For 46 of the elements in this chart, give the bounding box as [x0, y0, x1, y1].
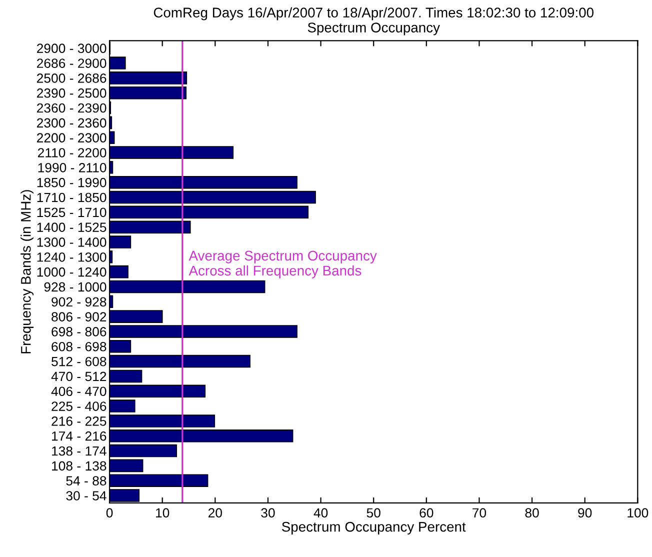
y-tick-label: 608 - 698 [52, 342, 106, 352]
y-tick-label: 54 - 88 [66, 476, 106, 486]
y-tick-label: 2110 - 2200 [38, 148, 106, 158]
x-tick-label: 40 [314, 508, 328, 518]
y-tick-label: 698 - 806 [52, 327, 106, 336]
y-axis-title: Frequency Bands (in MHz) [20, 190, 34, 354]
y-tick-label: 1240 - 1300 [37, 252, 106, 262]
y-tick-label: 2500 - 2686 [37, 74, 106, 83]
x-tick-label: 70 [472, 508, 486, 518]
chart-title: ComReg Days 16/Apr/2007 to 18/Apr/2007. Times 18:02:30 to 12:09:00 Spectrum Occupancy [154, 7, 594, 36]
x-tick-label: 0 [106, 508, 113, 518]
y-tick-label: 174 - 216 [52, 431, 106, 441]
y-tick-label: 30 - 54 [66, 491, 106, 500]
y-tick-label: 2390 - 2500 [37, 88, 106, 98]
y-tick-label: 928 - 1000 [44, 282, 106, 292]
x-tick-label: 80 [525, 508, 539, 518]
y-tick-label: 1000 - 1240 [37, 267, 106, 277]
y-tick-label: 406 - 470 [51, 386, 106, 396]
y-tick-label: 902 - 928 [52, 297, 106, 307]
x-tick-label: 20 [208, 508, 222, 518]
x-tick-label: 10 [156, 508, 170, 518]
ref-line-label: Average Spectrum Occupancy Across all Frequency Bands [188, 250, 377, 278]
y-tick-label: 1710 - 1850 [37, 192, 106, 202]
y-tick-label: 1400 - 1525 [37, 222, 106, 232]
y-tick-label: 512 - 608 [52, 356, 106, 366]
y-tick-label: 2900 - 3000 [37, 44, 106, 54]
x-tick-label: 100 [628, 508, 648, 518]
y-tick-label: 225 - 406 [52, 402, 106, 411]
y-tick-label: 1300 - 1400 [37, 238, 106, 247]
x-tick-label: 30 [261, 508, 275, 518]
x-tick-label: 60 [420, 508, 434, 518]
x-tick-label: 90 [578, 508, 592, 518]
y-tick-label: 2200 - 2300 [37, 133, 106, 143]
y-tick-label: 2686 - 2900 [37, 58, 106, 68]
y-tick-label: 1850 - 1990 [37, 178, 106, 188]
y-tick-label: 1525 - 1710 [37, 208, 106, 218]
y-tick-label: 216 - 225 [52, 416, 106, 426]
y-tick-label: 2360 - 2390 [37, 103, 106, 113]
x-tick-label: 50 [366, 508, 380, 518]
y-tick-label: 470 - 512 [51, 372, 106, 382]
x-axis-title: Spectrum Occupancy Percent [282, 522, 466, 534]
y-tick-label: 1990 - 2110 [38, 162, 106, 172]
y-tick-label: 108 - 138 [52, 461, 106, 471]
y-tick-label: 138 - 174 [52, 446, 106, 456]
y-tick-label: 806 - 902 [52, 312, 106, 322]
y-tick-label: 2300 - 2360 [37, 118, 106, 128]
